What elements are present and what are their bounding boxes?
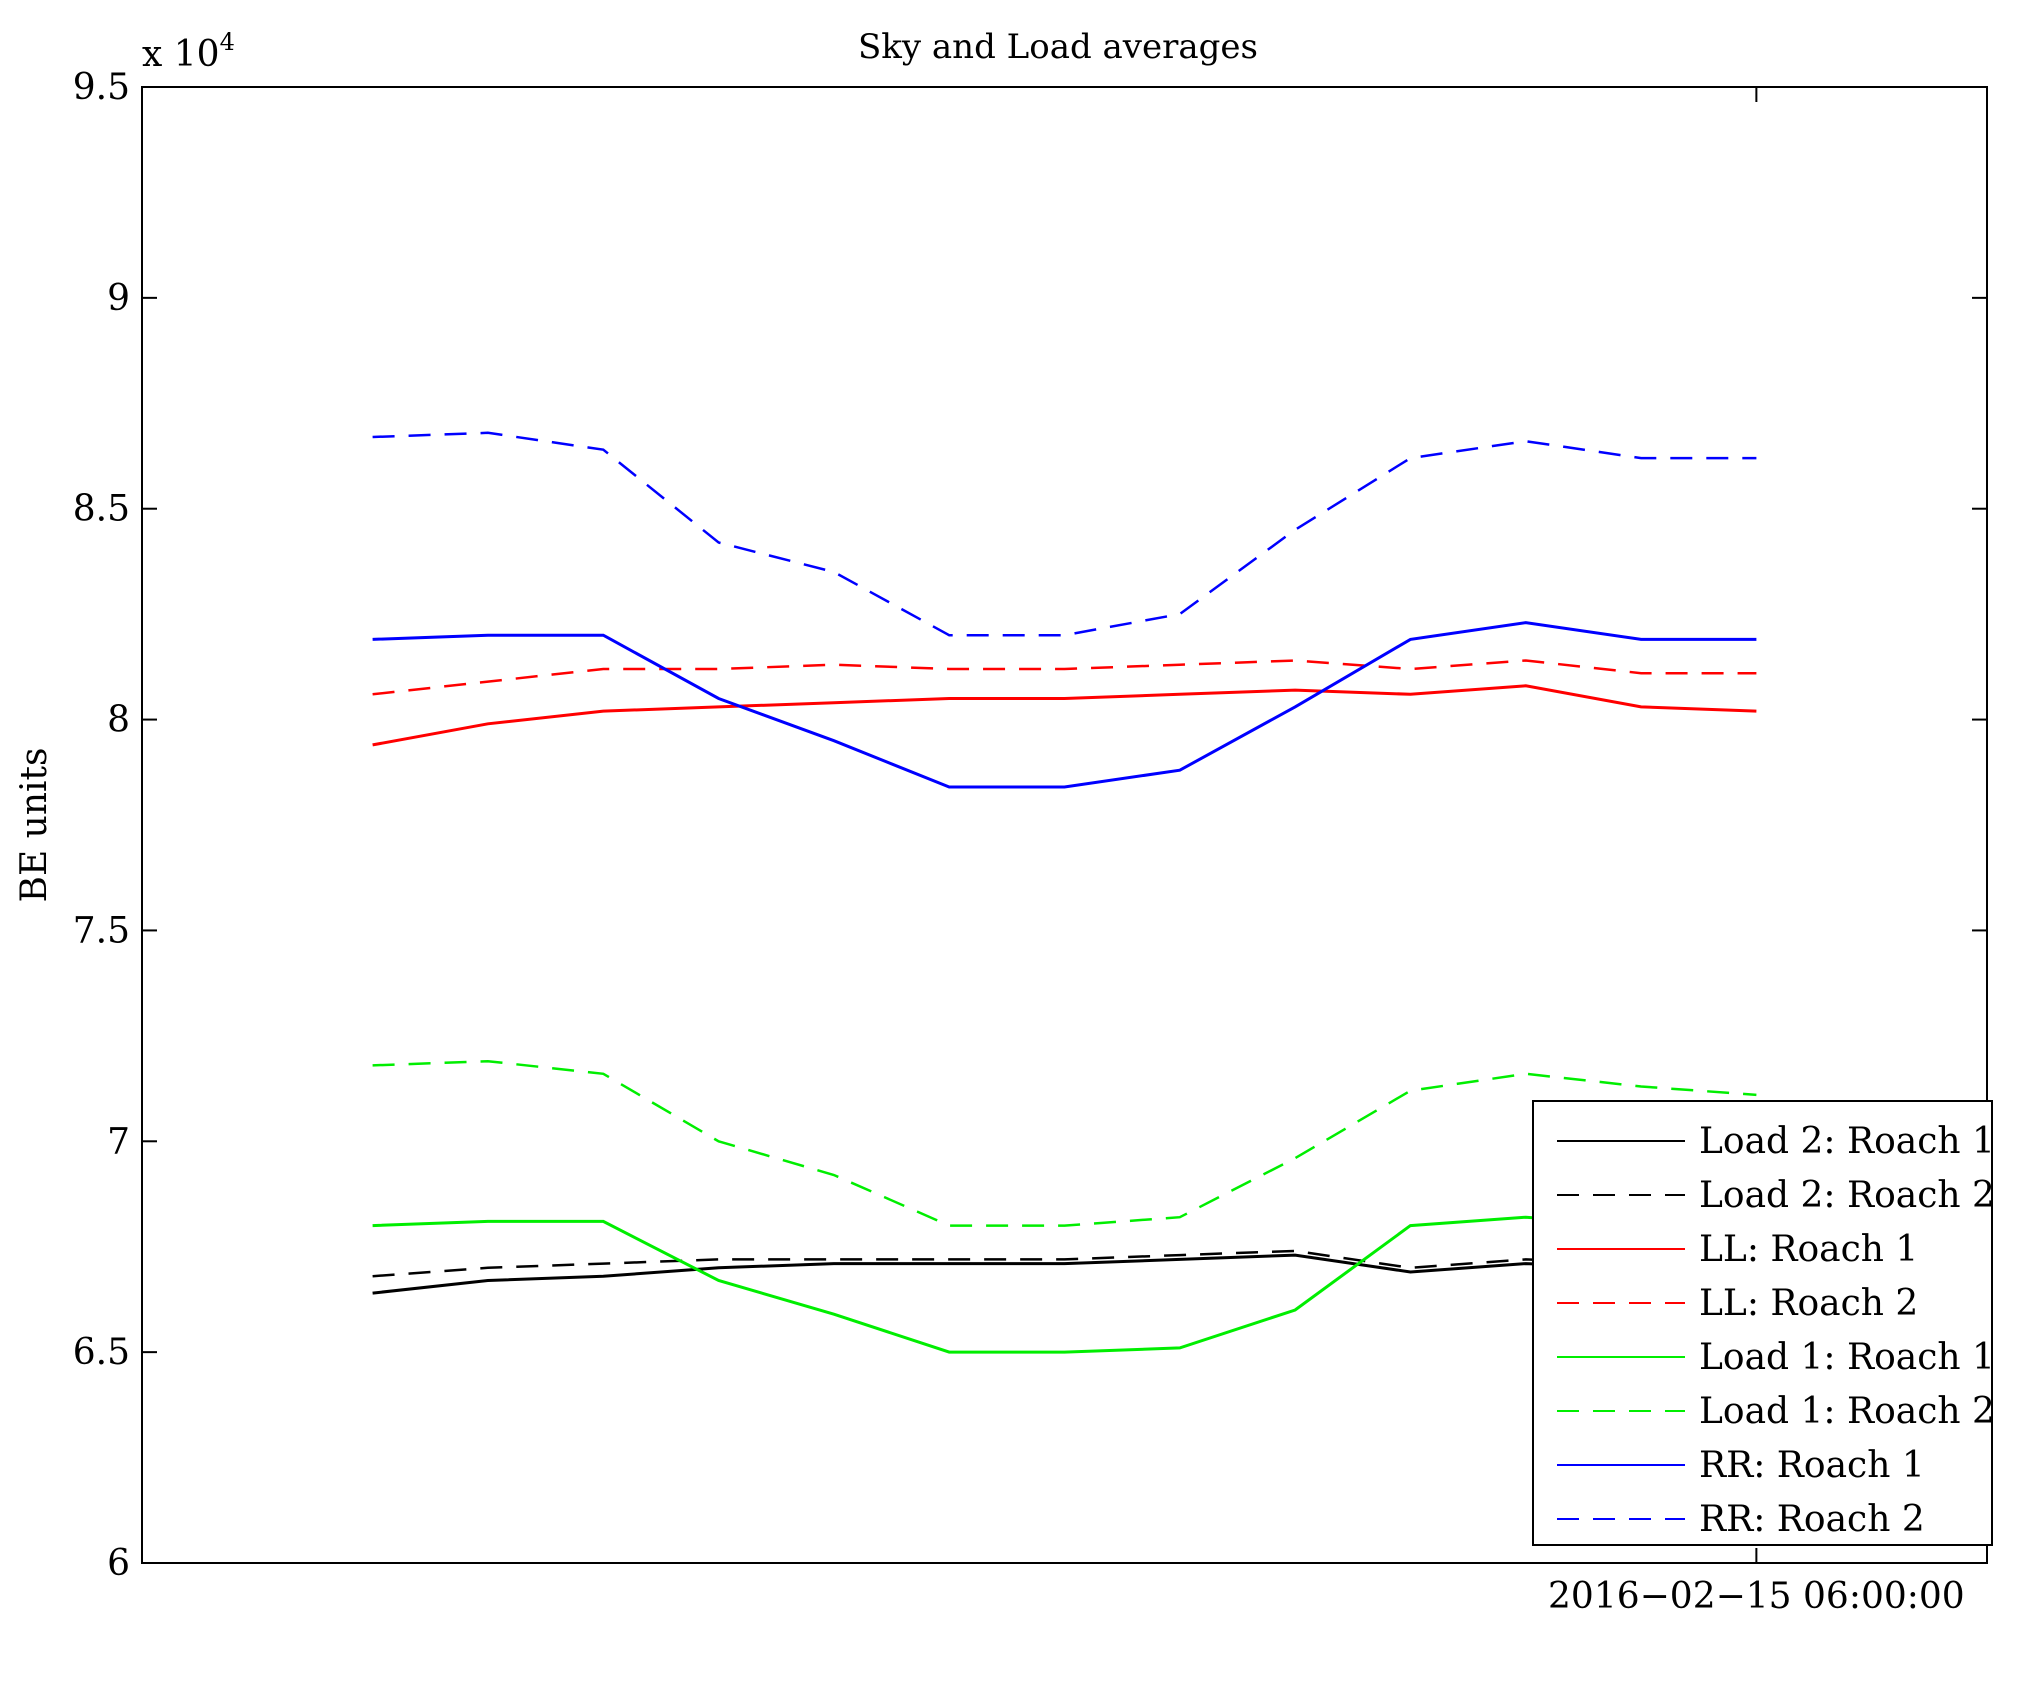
y-axis: 6 6.5 7 7.5 8 8.5 9 9.5 <box>73 67 1987 1584</box>
series-line <box>372 1215 1757 1354</box>
chart-title: Sky and Load averages <box>858 27 1258 67</box>
series-line <box>372 431 1757 637</box>
y-exponent-label: x 104 <box>142 28 235 75</box>
y-tick-label: 6.5 <box>73 1332 130 1373</box>
series-line <box>372 1253 1757 1295</box>
y-tick-label: 8.5 <box>73 489 130 530</box>
legend-label: Load 1: Roach 2 <box>1699 1391 1995 1432</box>
y-tick-label: 7 <box>107 1121 130 1162</box>
legend-label: RR: Roach 1 <box>1699 1445 1925 1486</box>
legend-label: Load 1: Roach 1 <box>1699 1337 1995 1378</box>
legend-label: Load 2: Roach 2 <box>1699 1175 1995 1216</box>
y-tick-label: 7.5 <box>73 910 130 951</box>
y-tick-label: 9 <box>107 278 130 319</box>
series-line <box>372 1059 1757 1227</box>
series-line <box>372 684 1757 747</box>
legend-label: Load 2: Roach 1 <box>1699 1121 1995 1162</box>
series-line <box>372 659 1757 696</box>
y-tick-label: 8 <box>107 700 130 741</box>
legend-label: LL: Roach 1 <box>1699 1229 1918 1270</box>
x-axis: 2016−02−15 06:00:00 <box>1548 87 1965 1617</box>
legend-label: RR: Roach 2 <box>1699 1499 1925 1540</box>
y-tick-label: 9.5 <box>73 67 130 108</box>
y-exponent-power: 4 <box>220 28 235 56</box>
y-tick-label: 6 <box>107 1543 130 1584</box>
x-tick-label: 2016−02−15 06:00:00 <box>1548 1576 1965 1617</box>
series-line <box>372 621 1757 789</box>
y-exponent-base: x 10 <box>142 34 220 75</box>
series-layer <box>372 431 1757 1354</box>
legend-label: LL: Roach 2 <box>1699 1283 1918 1324</box>
y-axis-label: BE units <box>14 747 55 902</box>
legend-box <box>1532 1100 1993 1546</box>
legend: Load 2: Roach 1 Load 2: Roach 2 LL: Roach … <box>1532 1100 1995 1546</box>
series-line <box>372 1249 1757 1278</box>
